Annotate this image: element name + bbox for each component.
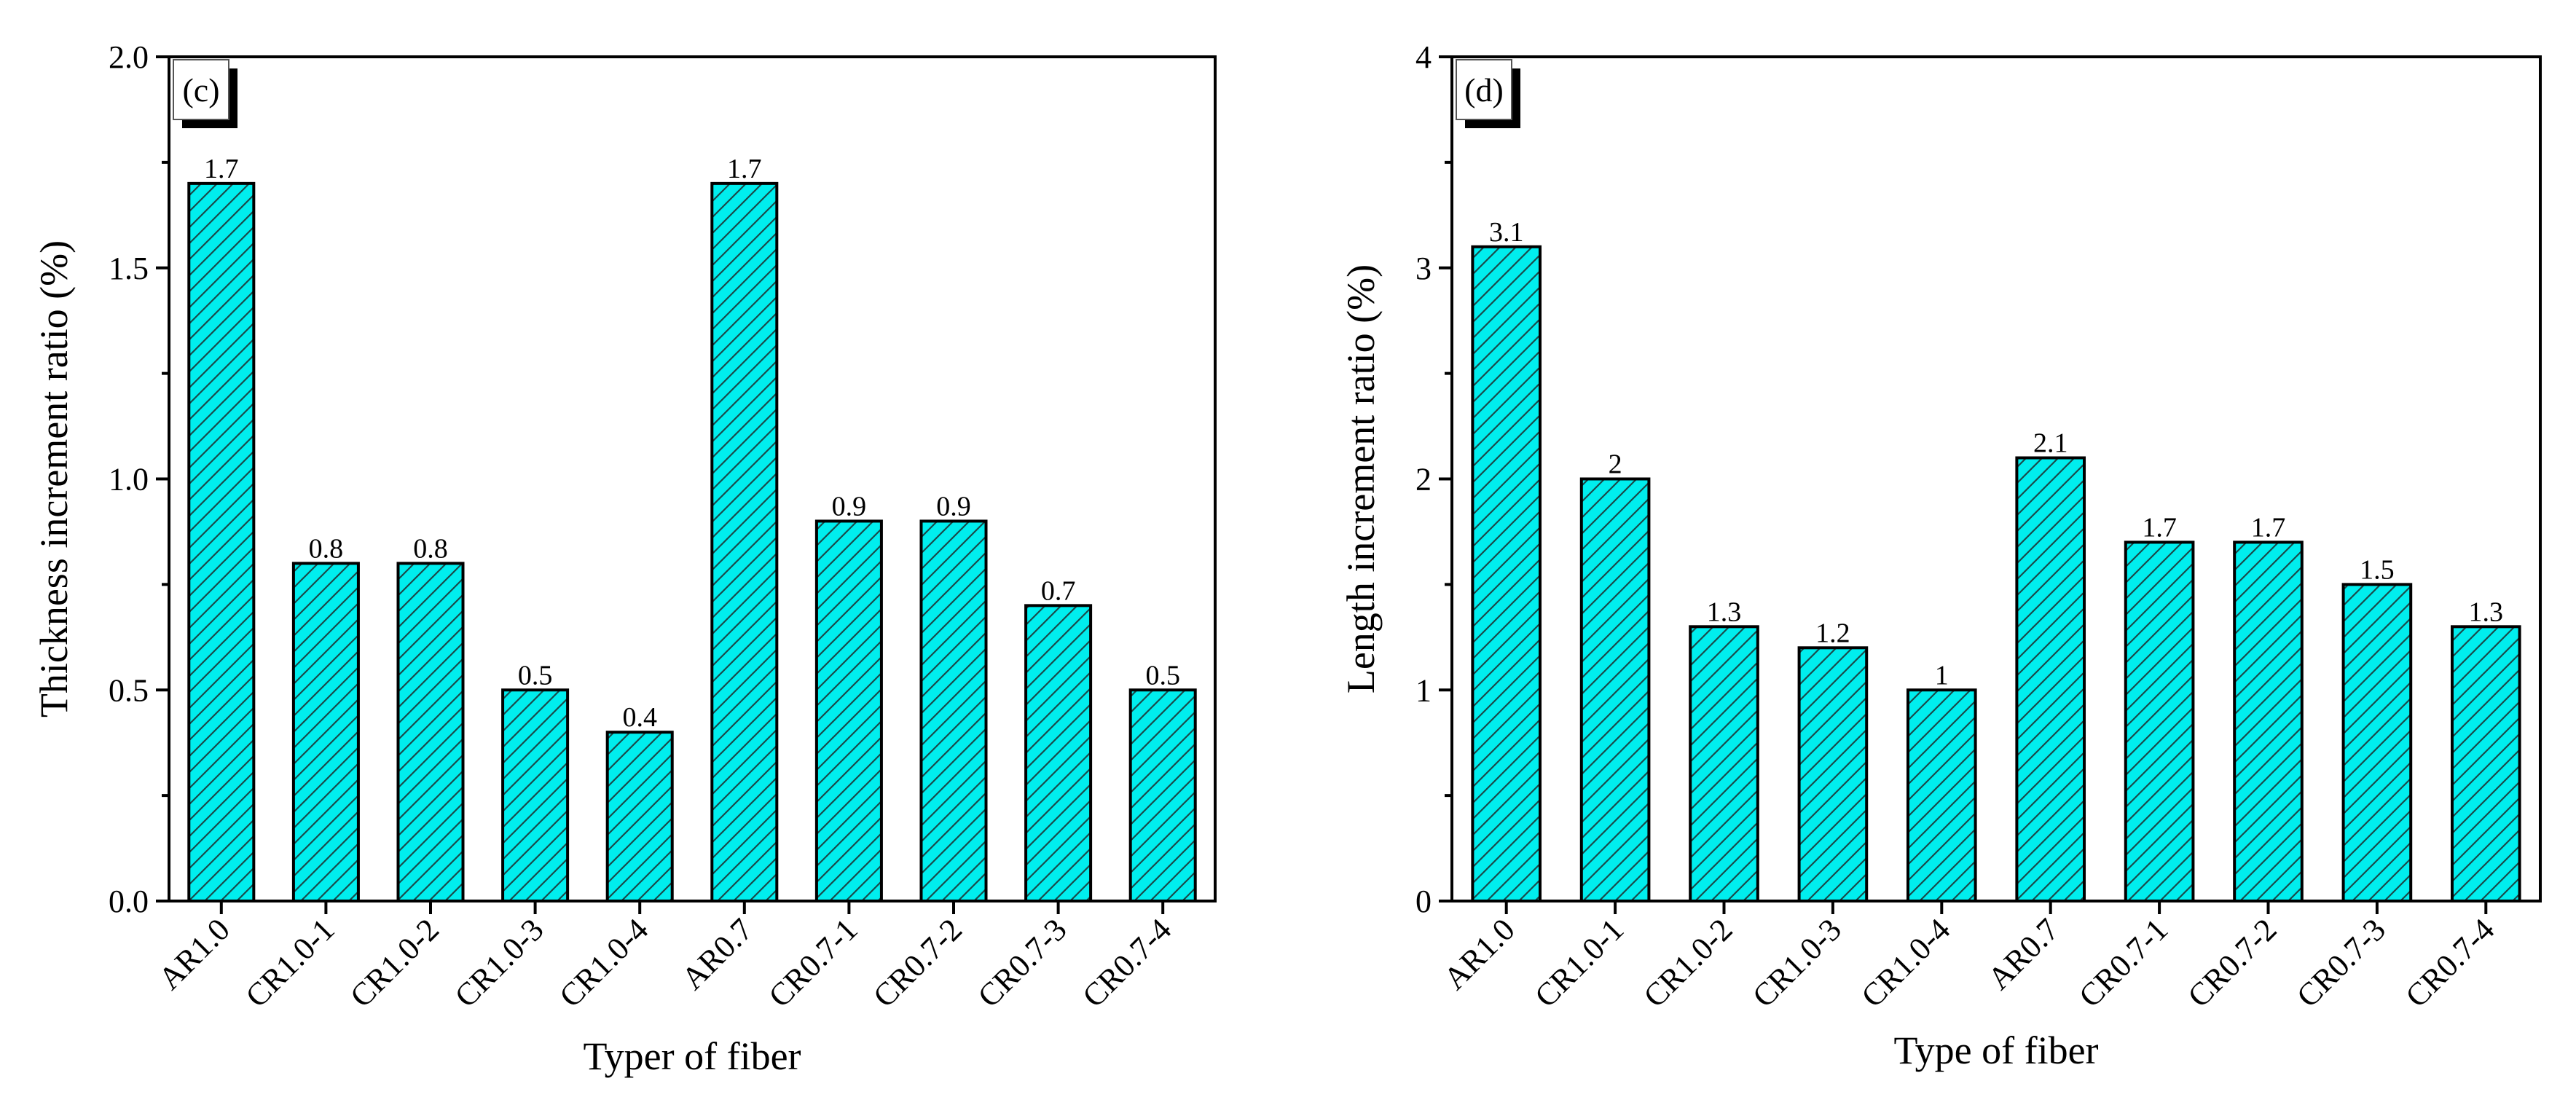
bar	[1024, 604, 1093, 902]
y-tick-label: 3	[1415, 251, 1432, 286]
chart-thickness-increment: 0.0 0.5 1.0 1.5 2.0 1.7 AR1.0 0.8 CR1.0-1 0.8 CR1.…	[32, 39, 1217, 1078]
x-tick-label: CR0.7-4	[2398, 911, 2501, 1014]
bar-value-label: 0.9	[936, 491, 971, 522]
bar-value-label: 0.4	[622, 702, 657, 733]
bar	[187, 181, 256, 903]
chart-length-increment: 0 1 2 3 4 3.1 AR1.0 2 CR1.0-1 1.3 CR1.0-2 1.2 CR1.0-…	[1339, 39, 2542, 1072]
bar-value-label: 1.7	[2142, 512, 2177, 543]
y-axis-title: Thickness increment ratio (%)	[32, 240, 76, 717]
bar-value-label: 1.7	[2251, 512, 2286, 543]
bar-value-label: 0.5	[518, 660, 553, 691]
x-tick-label: CR1.0-2	[1637, 911, 1740, 1014]
bar-value-label: 3.1	[1489, 217, 1524, 248]
bar-value-label: 2	[1609, 449, 1622, 480]
bar	[605, 731, 674, 903]
y-axis-title: Length increment ratio (%)	[1339, 264, 1383, 693]
bar	[501, 688, 570, 902]
bar	[1128, 688, 1197, 902]
x-tick-label: CR0.7-2	[866, 911, 969, 1014]
bar-value-label: 0.7	[1041, 575, 1076, 606]
bar	[1797, 646, 1869, 902]
x-tick-label: CR1.0-3	[448, 911, 551, 1014]
x-tick-label: AR0.7	[675, 911, 760, 996]
bar-value-label: 1.7	[204, 154, 239, 184]
bar-value-label: 2.1	[2033, 428, 2068, 459]
bar	[291, 562, 360, 903]
panel-label-box	[173, 59, 229, 120]
x-tick-label: CR0.7-1	[762, 911, 865, 1014]
x-tick-label: CR0.7-2	[2181, 911, 2284, 1014]
bar-value-label: 1.5	[2360, 554, 2395, 585]
y-tick-label: 4	[1415, 39, 1432, 75]
x-tick-label: AR1.0	[1437, 911, 1522, 996]
y-tick-label: 0	[1415, 884, 1432, 919]
x-axis-title: Type of fiber	[1893, 1029, 2098, 1072]
panel-label: (c)	[182, 71, 219, 109]
bar-value-label: 0.9	[832, 491, 867, 522]
x-tick-label: AR1.0	[152, 911, 237, 996]
bar	[2341, 583, 2413, 902]
bar-value-label: 1.7	[727, 154, 762, 184]
x-tick-label: CR1.0-4	[1854, 911, 1957, 1014]
x-axis-title: Typer of fiber	[583, 1034, 801, 1078]
x-tick-label: AR0.7	[1981, 911, 2066, 996]
bar-value-label: 0.8	[309, 533, 344, 564]
y-tick-label: 0.0	[109, 884, 149, 919]
bar-value-label: 1	[1935, 660, 1949, 691]
x-tick-label: CR1.0-4	[552, 911, 655, 1014]
bar	[710, 181, 779, 903]
panel-label: (d)	[1464, 71, 1504, 109]
panel-label-box	[1456, 59, 1512, 120]
x-tick-label: CR1.0-1	[239, 911, 342, 1014]
bar	[814, 519, 883, 902]
bar-value-label: 0.5	[1145, 660, 1180, 691]
bar	[1689, 625, 1759, 902]
bar	[1906, 688, 1977, 902]
y-tick-label: 0.5	[109, 672, 149, 708]
y-tick-label: 2	[1415, 462, 1432, 497]
x-tick-label: CR0.7-3	[971, 911, 1074, 1014]
bar-value-label: 0.8	[413, 533, 448, 564]
y-tick-label: 1.0	[109, 462, 149, 497]
bar	[2015, 456, 2086, 902]
bar	[1471, 245, 1542, 902]
bar-value-label: 1.2	[1815, 618, 1850, 648]
bar	[1579, 477, 1651, 902]
x-tick-label: CR0.7-3	[2290, 911, 2392, 1014]
y-tick-label: 1.5	[109, 251, 149, 286]
bar-value-label: 1.3	[1707, 597, 1742, 627]
y-tick-label: 1	[1415, 672, 1432, 708]
bar	[2450, 625, 2521, 902]
bar	[2124, 540, 2195, 902]
x-tick-label: CR0.7-4	[1075, 911, 1178, 1014]
x-tick-label: CR1.0-2	[343, 911, 446, 1014]
y-tick-label: 2.0	[109, 39, 149, 75]
bar-value-label: 1.3	[2469, 597, 2504, 627]
x-tick-label: CR1.0-3	[1746, 911, 1848, 1014]
bar	[919, 519, 988, 902]
x-tick-label: CR1.0-1	[1528, 911, 1630, 1014]
bar	[2233, 540, 2304, 902]
x-tick-label: CR0.7-1	[2072, 911, 2175, 1014]
bar	[396, 562, 465, 903]
